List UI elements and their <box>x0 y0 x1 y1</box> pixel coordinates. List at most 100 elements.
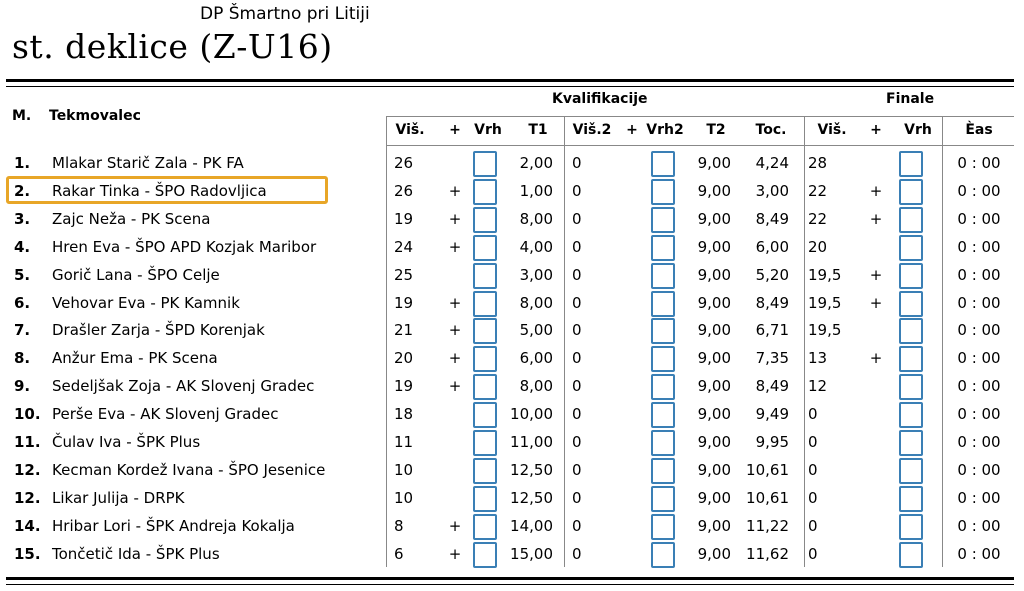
points-cell: 6,00 <box>755 237 789 256</box>
final-top-checkbox[interactable] <box>899 206 923 233</box>
top-checkbox[interactable] <box>473 541 497 568</box>
final-height-cell: 12 <box>808 377 828 396</box>
final-height-cell: 28 <box>808 154 828 172</box>
t1-cell: 5,00 <box>519 321 553 340</box>
final-plus-cell: + <box>869 293 883 312</box>
t2-header: T2 <box>706 122 726 138</box>
final-height-cell: 19,5 <box>808 293 842 312</box>
final-top-checkbox[interactable] <box>899 541 923 568</box>
divider <box>564 116 565 567</box>
height2-cell: 0 <box>572 154 582 172</box>
top-checkbox[interactable] <box>473 206 497 233</box>
final-top-checkbox[interactable] <box>899 374 923 401</box>
top2-checkbox[interactable] <box>651 151 675 177</box>
top-checkbox[interactable] <box>473 457 497 484</box>
top-checkbox[interactable] <box>473 430 497 456</box>
top2-checkbox[interactable] <box>651 430 675 456</box>
t1-cell: 6,00 <box>519 349 553 368</box>
top2-checkbox[interactable] <box>651 485 675 512</box>
top-checkbox[interactable] <box>473 234 497 261</box>
final-top-checkbox[interactable] <box>899 513 923 540</box>
time-cell: 0 : 00 <box>957 209 1001 228</box>
time-cell: 0 : 00 <box>957 377 1001 396</box>
time-cell: 0 : 00 <box>957 265 1001 284</box>
top-checkbox[interactable] <box>473 262 497 289</box>
top2-checkbox[interactable] <box>651 206 675 233</box>
time-cell: 0 : 00 <box>957 349 1001 368</box>
table-row: 6. Vehovar Eva - PK Kamnik 19 +8,00 0 9,00 8,4… <box>0 289 1024 317</box>
height2-cell: 0 <box>572 293 582 312</box>
final-top-checkbox[interactable] <box>899 457 923 484</box>
t1-cell: 2,00 <box>519 154 553 172</box>
final-top-checkbox[interactable] <box>899 151 923 177</box>
final-plus-header: + <box>870 122 882 138</box>
height2-cell: 0 <box>572 265 582 284</box>
final-height-cell: 22 <box>808 181 828 200</box>
top2-checkbox[interactable] <box>651 402 675 429</box>
top-checkbox[interactable] <box>473 346 497 373</box>
final-top-checkbox[interactable] <box>899 290 923 317</box>
rank-cell: 12. <box>14 488 41 507</box>
final-top-checkbox[interactable] <box>899 430 923 456</box>
table-row: 4. Hren Eva - ŠPO APD Kozjak Maribor 24 +4,… <box>0 233 1024 261</box>
top-checkbox[interactable] <box>473 290 497 317</box>
divider <box>804 116 805 567</box>
time-cell: 0 : 00 <box>957 237 1001 256</box>
top-checkbox[interactable] <box>473 178 497 205</box>
top2-checkbox[interactable] <box>651 513 675 540</box>
rank-cell: 9. <box>14 377 31 396</box>
points-cell: 11,62 <box>746 544 789 563</box>
final-top-checkbox[interactable] <box>899 485 923 512</box>
height2-cell: 0 <box>572 433 582 451</box>
height-cell: 19 <box>394 293 414 312</box>
height-header: Viš. <box>395 122 425 138</box>
plus-cell: + <box>448 209 462 228</box>
final-height-cell: 13 <box>808 349 828 368</box>
t2-cell: 9,00 <box>697 237 731 256</box>
top2-checkbox[interactable] <box>651 318 675 345</box>
final-height-header: Viš. <box>817 122 847 138</box>
rank-cell: 4. <box>14 237 31 256</box>
table-row: 7. Drašler Zarja - ŠPD Korenjak 21 +5,00 0 9,… <box>0 316 1024 345</box>
final-plus-cell: + <box>869 265 883 284</box>
final-top-checkbox[interactable] <box>899 318 923 345</box>
top-rule <box>6 79 1014 82</box>
top2-checkbox[interactable] <box>651 374 675 401</box>
top2-checkbox[interactable] <box>651 262 675 289</box>
t2-cell: 9,00 <box>697 544 731 563</box>
top-checkbox[interactable] <box>473 402 497 429</box>
t2-cell: 9,00 <box>697 488 731 507</box>
top-checkbox[interactable] <box>473 513 497 540</box>
height2-cell: 0 <box>572 544 582 563</box>
final-height-cell: 0 <box>808 460 818 479</box>
final-top-checkbox[interactable] <box>899 262 923 289</box>
final-height-cell: 19,5 <box>808 265 842 284</box>
competitor-name: Perše Eva - AK Slovenj Gradec <box>52 405 279 424</box>
plus-cell: + <box>448 181 462 200</box>
table-row: 15. Tončetič Ida - ŠPK Plus 6 +15,00 0 9,00 11… <box>0 540 1024 568</box>
competitor-name: Anžur Ema - PK Scena <box>52 349 218 368</box>
top2-checkbox[interactable] <box>651 541 675 568</box>
plus-header: + <box>449 122 461 138</box>
top-checkbox[interactable] <box>473 485 497 512</box>
height2-cell: 0 <box>572 516 582 535</box>
header-line-top <box>386 116 1014 117</box>
top-checkbox[interactable] <box>473 318 497 345</box>
top2-checkbox[interactable] <box>651 178 675 205</box>
top-checkbox[interactable] <box>473 151 497 177</box>
final-top-checkbox[interactable] <box>899 402 923 429</box>
top-checkbox[interactable] <box>473 374 497 401</box>
table-row: 11. Čulav Iva - ŠPK Plus 11 11,00 0 9,00 9,95 0… <box>0 428 1024 456</box>
top2-checkbox[interactable] <box>651 346 675 373</box>
final-top-checkbox[interactable] <box>899 346 923 373</box>
final-top-checkbox[interactable] <box>899 178 923 205</box>
rank-cell: 1. <box>14 154 31 172</box>
table-row: 12. Kecman Kordež Ivana - ŠPO Jesenice 10 1… <box>0 456 1024 484</box>
top2-checkbox[interactable] <box>651 234 675 261</box>
final-top-checkbox[interactable] <box>899 234 923 261</box>
top2-checkbox[interactable] <box>651 457 675 484</box>
height2-cell: 0 <box>572 460 582 479</box>
final-height-cell: 0 <box>808 405 818 424</box>
top2-checkbox[interactable] <box>651 290 675 317</box>
height2-cell: 0 <box>572 181 582 200</box>
